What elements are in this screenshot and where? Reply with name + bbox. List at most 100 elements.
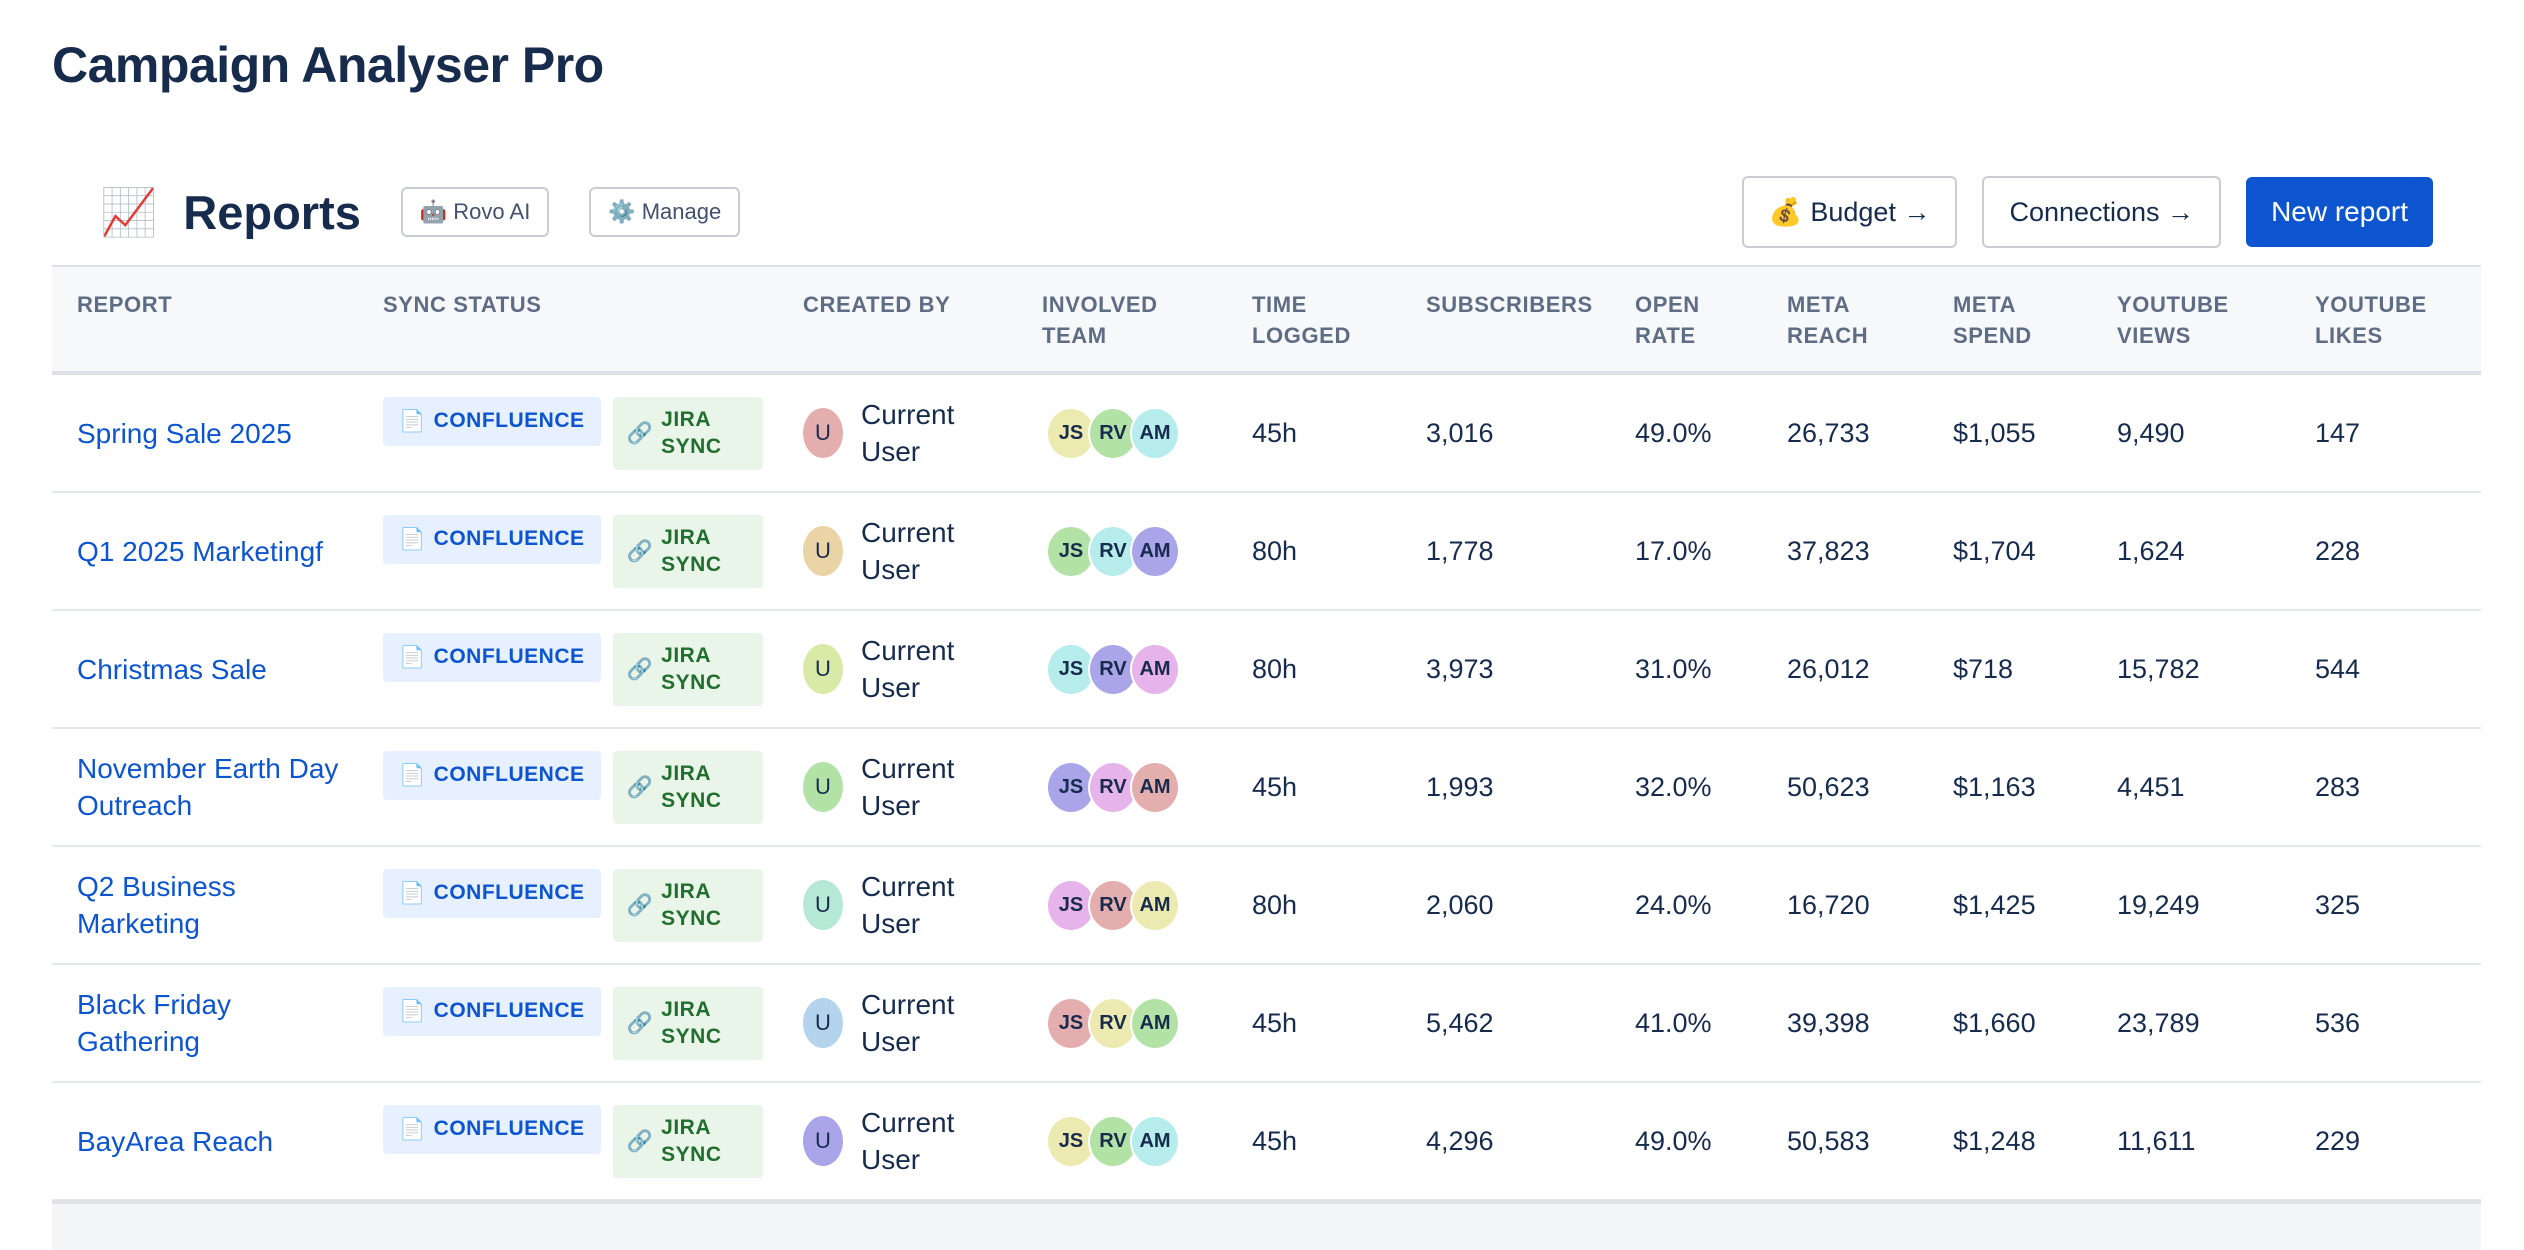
robot-icon: 🤖 [419,199,448,225]
jira-sync-badge[interactable]: 🔗 JIRA SYNC [612,750,763,824]
confluence-badge[interactable]: 📄 CONFLUENCE [383,396,601,446]
report-link[interactable]: November Earth Day Outreach [77,753,339,821]
rovo-ai-button[interactable]: 🤖 Rovo AI [400,187,550,237]
confluence-badge[interactable]: 📄 CONFLUENCE [383,868,601,918]
col-youtube-views[interactable]: YOUTUBE VIEWS [2092,265,2290,375]
confluence-badge[interactable]: 📄 CONFLUENCE [383,750,601,800]
sync-status-cell: 📄 CONFLUENCE 🔗 JIRA SYNC [358,846,778,965]
confluence-label: CONFLUENCE [433,999,585,1022]
youtube-likes-cell: 228 [2290,492,2481,611]
col-subscribers[interactable]: SUBSCRIBERS [1401,265,1610,375]
team-avatar[interactable]: AM [1130,760,1180,814]
meta-reach-cell: 50,623 [1762,728,1928,847]
youtube-likes-cell: 147 [2290,373,2481,493]
team-avatar[interactable]: AM [1130,1114,1180,1168]
jira-sync-badge[interactable]: 🔗 JIRA SYNC [612,1104,763,1178]
team-avatar[interactable]: AM [1130,878,1180,932]
team-avatar[interactable]: RV [1088,406,1138,460]
confluence-label: CONFLUENCE [433,1117,585,1140]
confluence-label: CONFLUENCE [433,763,585,786]
report-link[interactable]: Black Friday Gathering [77,989,232,1057]
confluence-badge[interactable]: 📄 CONFLUENCE [383,514,601,564]
new-report-button[interactable]: New report [2246,177,2433,247]
table-row[interactable]: November Earth Day Outreach 📄 CONFLUENCE 🔗 J… [52,728,2481,847]
confluence-badge[interactable]: 📄 CONFLUENCE [383,632,601,682]
avatar: U [803,880,843,930]
report-cell: Black Friday Gathering [52,964,358,1083]
time-logged-cell: 45h [1227,728,1401,847]
meta-reach-cell: 26,733 [1762,373,1928,493]
sync-status-cell: 📄 CONFLUENCE 🔗 JIRA SYNC [358,492,778,611]
subscribers-cell: 1,993 [1401,728,1610,847]
col-meta-reach[interactable]: META REACH [1762,265,1928,375]
team-avatar[interactable]: JS [1046,406,1096,460]
team-avatar[interactable]: JS [1046,524,1096,578]
meta-spend-cell: $1,248 [1928,1082,2092,1201]
jira-sync-badge[interactable]: 🔗 JIRA SYNC [612,396,763,470]
table-row[interactable]: Q1 2025 Marketingf 📄 CONFLUENCE 🔗 JIRA SYNC U C… [52,492,2481,611]
report-cell: BayArea Reach [52,1082,358,1201]
col-time-logged[interactable]: TIME LOGGED [1227,265,1401,375]
subscribers-cell: 4,296 [1401,1082,1610,1201]
team-avatar[interactable]: JS [1046,996,1096,1050]
col-youtube-likes[interactable]: YOUTUBE LIKES [2290,265,2481,375]
table-row[interactable]: Spring Sale 2025 📄 CONFLUENCE 🔗 JIRA SYNC U Cur… [52,373,2481,493]
table-row[interactable]: Christmas Sale 📄 CONFLUENCE 🔗 JIRA SYNC U Curre… [52,610,2481,729]
jira-sync-badge[interactable]: 🔗 JIRA SYNC [612,986,763,1060]
team-avatar[interactable]: JS [1046,1114,1096,1168]
manage-button[interactable]: ⚙️ Manage [589,187,741,237]
report-cell: Q1 2025 Marketingf [52,492,358,611]
team-avatar[interactable]: AM [1130,996,1180,1050]
col-meta-spend[interactable]: META SPEND [1928,265,2092,375]
youtube-likes-cell: 536 [2290,964,2481,1083]
col-open-rate[interactable]: OPEN RATE [1610,265,1762,375]
table-row[interactable]: Q2 Business Marketing 📄 CONFLUENCE 🔗 JIRA SYN… [52,846,2481,965]
team-avatar[interactable]: JS [1046,642,1096,696]
involved-team-cell: JS RV AM [1017,610,1227,729]
jira-sync-badge[interactable]: 🔗 JIRA SYNC [612,632,763,706]
team-avatar[interactable]: AM [1130,524,1180,578]
meta-spend-cell: $1,704 [1928,492,2092,611]
creator-name: Current User [861,1107,955,1175]
link-icon: 🔗 [626,538,654,563]
report-link[interactable]: Spring Sale 2025 [77,417,292,449]
jira-sync-label: JIRA SYNC [661,408,722,458]
jira-sync-badge[interactable]: 🔗 JIRA SYNC [612,514,763,588]
team-avatar[interactable]: RV [1088,760,1138,814]
col-created-by[interactable]: CREATED BY [778,265,1017,375]
report-link[interactable]: BayArea Reach [77,1125,274,1157]
meta-reach-cell: 39,398 [1762,964,1928,1083]
team-avatar[interactable]: RV [1088,1114,1138,1168]
col-involved-team[interactable]: INVOLVED TEAM [1017,265,1227,375]
confluence-badge[interactable]: 📄 CONFLUENCE [383,986,601,1036]
table-row[interactable]: Black Friday Gathering 📄 CONFLUENCE 🔗 JIRA SY… [52,964,2481,1083]
report-link[interactable]: Q2 Business Marketing [77,871,236,939]
team-avatar[interactable]: RV [1088,996,1138,1050]
reports-table: REPORT SYNC STATUS CREATED BY INVOLVED TE… [52,265,2481,1201]
confluence-badge[interactable]: 📄 CONFLUENCE [383,1104,601,1154]
money-bag-icon: 💰 [1768,197,1803,228]
team-avatar[interactable]: JS [1046,760,1096,814]
report-cell: Christmas Sale [52,610,358,729]
team-avatar[interactable]: RV [1088,878,1138,932]
report-link[interactable]: Q1 2025 Marketingf [77,535,323,567]
meta-reach-cell: 26,012 [1762,610,1928,729]
connections-button[interactable]: Connections → [1982,176,2222,248]
created-by-cell: U Current User [778,728,1017,847]
youtube-views-cell: 15,782 [2092,610,2290,729]
col-sync-status[interactable]: SYNC STATUS [358,265,778,375]
creator-name: Current User [861,989,955,1057]
team-avatar[interactable]: AM [1130,406,1180,460]
col-report[interactable]: REPORT [52,265,358,375]
youtube-views-cell: 19,249 [2092,846,2290,965]
table-row[interactable]: BayArea Reach 📄 CONFLUENCE 🔗 JIRA SYNC U Curren… [52,1082,2481,1201]
creator-name: Current User [861,635,955,703]
report-link[interactable]: Christmas Sale [77,653,267,685]
budget-button[interactable]: 💰 Budget → [1741,176,1958,248]
jira-sync-badge[interactable]: 🔗 JIRA SYNC [612,868,763,942]
created-by-cell: U Current User [778,846,1017,965]
team-avatar[interactable]: AM [1130,642,1180,696]
time-logged-cell: 80h [1227,846,1401,965]
team-avatar[interactable]: JS [1046,878,1096,932]
open-rate-cell: 24.0% [1610,846,1762,965]
